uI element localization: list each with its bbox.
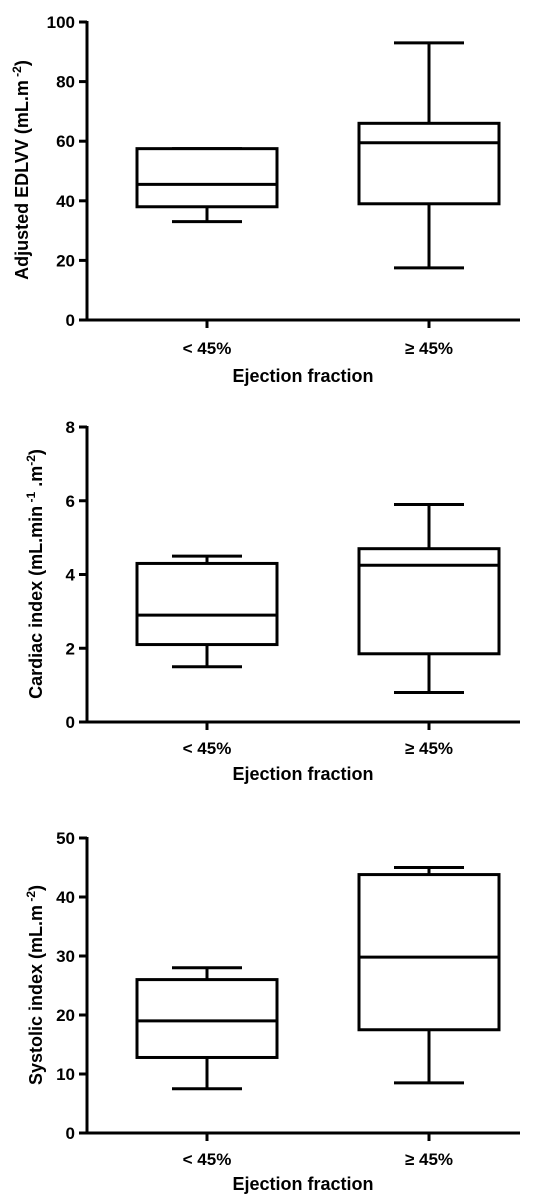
y-tick-label: 30 xyxy=(56,947,75,966)
box-1 xyxy=(135,966,279,1091)
iqr-box xyxy=(357,873,501,1032)
x-tick-label: < 45% xyxy=(183,339,232,358)
y-tick-label: 10 xyxy=(56,1065,75,1084)
y-tick-label: 8 xyxy=(66,418,75,437)
iqr-box xyxy=(357,121,501,206)
iqr-box xyxy=(135,978,279,1059)
y-tick-label: 20 xyxy=(56,1006,75,1025)
x-tick-label: ≥ 45% xyxy=(405,1150,453,1169)
y-tick-label: 0 xyxy=(66,311,75,330)
chart-panel-1: 0 20 40 60 80 100 < 45% ≥ 45% Ejection fraction A… xyxy=(10,13,520,386)
box-2 xyxy=(357,41,501,270)
y-axis-label: Systolic index (mL.m -2) xyxy=(24,885,46,1085)
x-axis-label: Ejection fraction xyxy=(232,764,373,784)
chart-panel-2: 0 2 4 6 8 < 45% ≥ 45% Ejection fraction Cardiac … xyxy=(24,418,520,784)
box-2 xyxy=(357,502,501,694)
y-tick-label: 100 xyxy=(47,13,75,32)
x-axis-label: Ejection fraction xyxy=(232,1174,373,1194)
y-axis-label: Adjusted EDLVV (mL.m -2) xyxy=(10,60,32,280)
box-1 xyxy=(135,147,279,224)
y-tick-label: 60 xyxy=(56,132,75,151)
iqr-box xyxy=(135,147,279,209)
x-tick-label: < 45% xyxy=(183,739,232,758)
y-tick-label: 2 xyxy=(66,639,75,658)
box-2 xyxy=(357,866,501,1085)
y-tick-label: 4 xyxy=(66,566,76,585)
y-tick-label: 40 xyxy=(56,888,75,907)
y-tick-label: 40 xyxy=(56,192,75,211)
chart-panel-3: 0 10 20 30 40 50 < 45% ≥ 45% Ejection fraction Sy… xyxy=(24,829,520,1194)
y-tick-label: 80 xyxy=(56,73,75,92)
y-tick-label: 6 xyxy=(66,492,75,511)
box-1 xyxy=(135,554,279,669)
y-tick-label: 0 xyxy=(66,1124,75,1143)
iqr-box xyxy=(135,561,279,647)
x-tick-label: ≥ 45% xyxy=(405,739,453,758)
x-tick-label: ≥ 45% xyxy=(405,339,453,358)
x-axis-label: Ejection fraction xyxy=(232,366,373,386)
y-tick-label: 50 xyxy=(56,829,75,848)
x-tick-label: < 45% xyxy=(183,1150,232,1169)
y-axis-label: Cardiac index (mL.min -1 .m-2) xyxy=(24,449,46,699)
y-tick-label: 20 xyxy=(56,251,75,270)
y-tick-label: 0 xyxy=(66,713,75,732)
